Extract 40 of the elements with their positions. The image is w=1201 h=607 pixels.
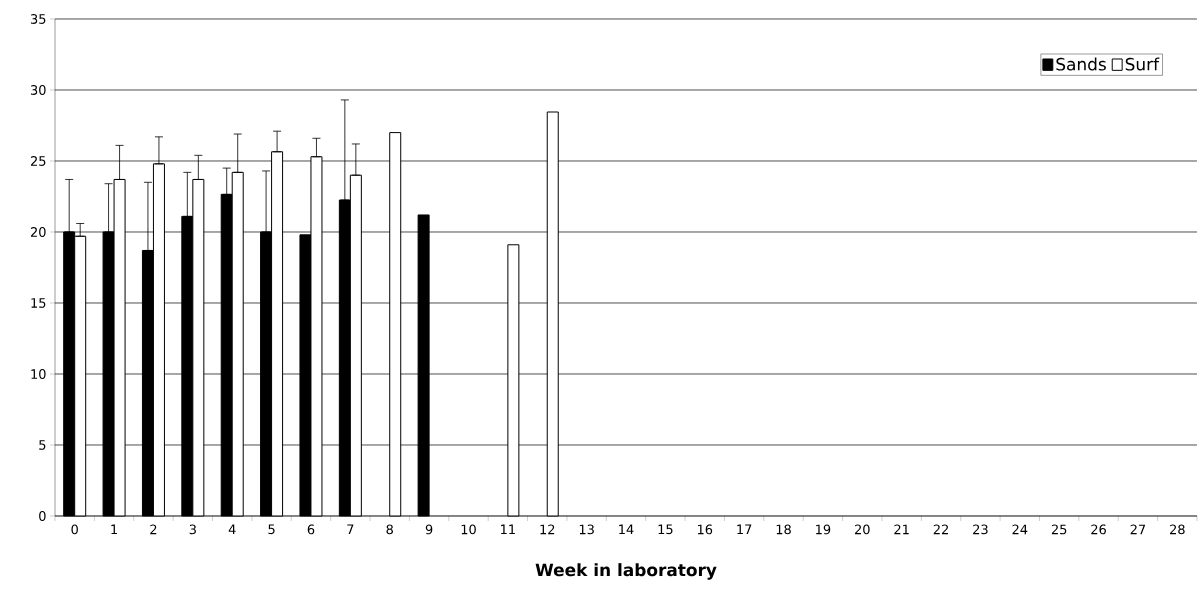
x-tick-label: 17 (737, 524, 752, 534)
x-tick-label: 22 (933, 524, 948, 535)
x-tick-label: 15 (658, 524, 673, 535)
y-tick-label: 10 (31, 369, 46, 379)
x-tick-label: 18 (776, 524, 791, 535)
x-tick-label: 26 (1091, 524, 1106, 535)
x-tick-label: 1 (111, 524, 117, 534)
x-tick-label: 6 (307, 524, 315, 535)
y-tick-label: 5 (39, 440, 46, 450)
x-tick-label: 24 (1012, 524, 1028, 535)
x-tick-label: 19 (816, 524, 831, 535)
y-tick-label: 25 (30, 156, 46, 166)
x-tick-label: 23 (973, 524, 988, 535)
y-tick-label: 20 (30, 227, 46, 237)
y-tick-label: 15 (31, 298, 46, 308)
x-tick-label: 20 (854, 524, 870, 535)
x-tick-label: 4 (228, 524, 236, 534)
legend-label: Sands (1056, 57, 1106, 71)
x-tick-label: 25 (1051, 524, 1067, 535)
x-tick-label: 0 (71, 524, 78, 535)
x-tick-label: 7 (347, 524, 354, 534)
x-tick-label: 10 (461, 524, 476, 535)
x-axis-title: Week in laboratory (535, 563, 717, 580)
y-tick-label: 30 (30, 85, 46, 95)
x-tick-label: 12 (540, 524, 555, 535)
x-tick-label: 3 (189, 524, 196, 535)
x-tick-label: 5 (268, 524, 275, 535)
x-tick-label: 14 (619, 524, 634, 534)
x-tick-label: 21 (894, 524, 909, 535)
x-tick-label: 8 (386, 524, 393, 535)
y-tick-label: 0 (39, 511, 46, 521)
x-tick-label: 27 (1130, 524, 1146, 535)
legend-label: Surf (1125, 57, 1160, 71)
x-tick-label: 11 (501, 524, 515, 534)
x-tick-label: 2 (150, 524, 157, 535)
x-tick-label: 9 (425, 524, 433, 535)
y-tick-label: 35 (30, 14, 46, 24)
x-tick-label: 16 (697, 524, 713, 535)
x-tick-label: 28 (1170, 524, 1185, 535)
x-tick-label: 13 (579, 524, 594, 535)
